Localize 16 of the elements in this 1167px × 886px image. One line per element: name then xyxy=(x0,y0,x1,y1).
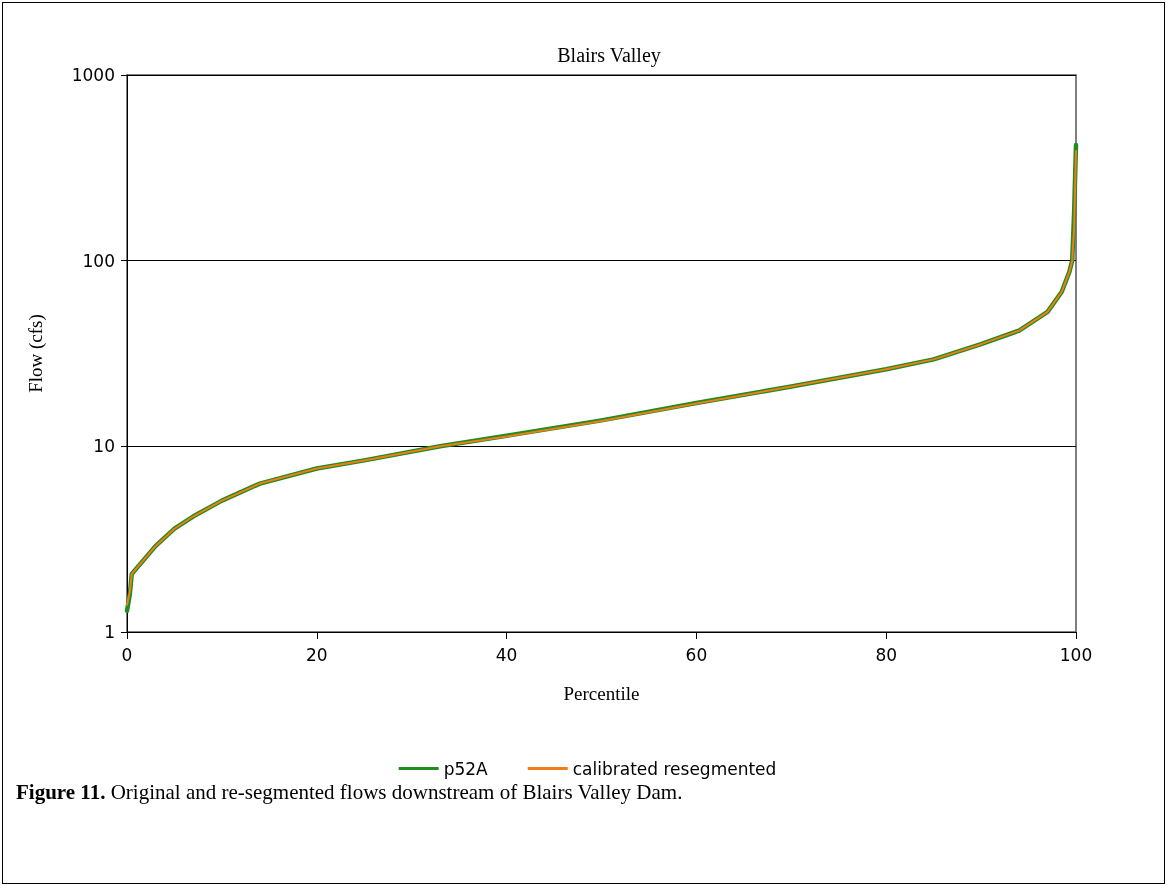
x-tick-label: 60 xyxy=(685,644,708,665)
caption: Figure 11. Original and re-segmented flows downstream of Blairs Valley Dam. xyxy=(16,780,683,804)
x-tick-label: 20 xyxy=(305,644,328,665)
y-tick-label: 100 xyxy=(82,250,115,271)
y-tick-label: 1000 xyxy=(71,65,115,85)
x-tick-label: 80 xyxy=(875,644,898,665)
y-axis-title: Flow (cfs) xyxy=(25,314,47,393)
legend-label: p52A xyxy=(443,758,489,779)
x-axis-title: Percentile xyxy=(563,683,640,704)
legend-label: calibrated resegmented xyxy=(572,758,777,779)
chart-title: Blairs Valley xyxy=(557,44,661,67)
x-tick-label: 100 xyxy=(1059,644,1093,665)
x-tick-label: 0 xyxy=(121,644,133,665)
x-tick-label: 40 xyxy=(495,644,518,665)
y-tick-label: 10 xyxy=(93,436,115,457)
y-tick-label: 1 xyxy=(104,622,115,642)
